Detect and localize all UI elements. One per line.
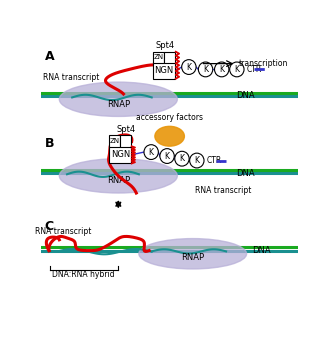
Text: Spt4: Spt4 bbox=[156, 40, 174, 50]
FancyBboxPatch shape bbox=[109, 135, 120, 147]
Text: transcription: transcription bbox=[239, 59, 288, 68]
Text: ZN: ZN bbox=[153, 55, 164, 60]
Text: K: K bbox=[149, 147, 154, 157]
Ellipse shape bbox=[59, 159, 177, 193]
Circle shape bbox=[175, 151, 189, 166]
FancyBboxPatch shape bbox=[164, 52, 175, 63]
Text: A: A bbox=[45, 50, 54, 63]
Text: K: K bbox=[203, 65, 208, 74]
Text: K: K bbox=[219, 65, 224, 74]
FancyBboxPatch shape bbox=[153, 52, 164, 63]
Text: NGN: NGN bbox=[111, 150, 130, 159]
Text: K: K bbox=[194, 156, 199, 165]
Text: C: C bbox=[45, 220, 54, 233]
Circle shape bbox=[230, 62, 244, 77]
FancyBboxPatch shape bbox=[109, 146, 131, 164]
Circle shape bbox=[160, 149, 174, 164]
Circle shape bbox=[182, 60, 196, 74]
Circle shape bbox=[198, 62, 213, 77]
Circle shape bbox=[214, 62, 229, 77]
Text: ZN: ZN bbox=[110, 138, 120, 144]
Circle shape bbox=[144, 145, 158, 159]
FancyBboxPatch shape bbox=[153, 62, 175, 80]
Text: RNA transcript: RNA transcript bbox=[43, 73, 99, 82]
Text: accessory factors: accessory factors bbox=[136, 113, 203, 122]
Text: DNA: DNA bbox=[236, 169, 255, 178]
Ellipse shape bbox=[139, 239, 247, 269]
Text: K: K bbox=[234, 65, 239, 74]
Text: RNAP: RNAP bbox=[107, 99, 130, 108]
Text: NGN: NGN bbox=[154, 67, 173, 75]
Text: K: K bbox=[165, 152, 169, 161]
Text: DNA: DNA bbox=[252, 246, 270, 255]
Ellipse shape bbox=[59, 82, 177, 116]
Text: DNA: DNA bbox=[236, 91, 255, 100]
Text: DNA:RNA hybrid: DNA:RNA hybrid bbox=[52, 270, 115, 279]
Text: B: B bbox=[45, 137, 54, 150]
Text: Spt4: Spt4 bbox=[117, 125, 136, 134]
Text: RNAP: RNAP bbox=[107, 176, 130, 185]
Circle shape bbox=[190, 153, 204, 168]
Text: CTR: CTR bbox=[207, 156, 222, 165]
FancyBboxPatch shape bbox=[120, 135, 131, 147]
Text: RNAP: RNAP bbox=[181, 253, 204, 262]
Text: K: K bbox=[186, 62, 191, 72]
Text: RNA transcript: RNA transcript bbox=[195, 186, 252, 195]
Text: RNA transcript: RNA transcript bbox=[35, 227, 91, 236]
Text: CTR: CTR bbox=[247, 65, 262, 74]
Text: K: K bbox=[179, 154, 184, 163]
Ellipse shape bbox=[155, 126, 184, 146]
